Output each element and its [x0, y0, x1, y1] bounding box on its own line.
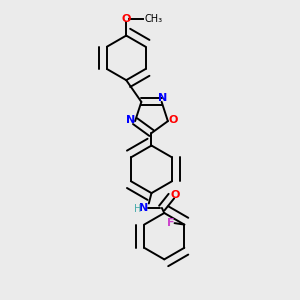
Text: N: N	[126, 115, 135, 125]
Text: CH₃: CH₃	[145, 14, 163, 24]
Text: O: O	[170, 190, 180, 200]
Text: O: O	[122, 14, 131, 24]
Text: N: N	[140, 203, 149, 213]
Text: O: O	[169, 115, 178, 125]
Text: F: F	[167, 218, 175, 228]
Text: N: N	[158, 93, 168, 103]
Text: H: H	[134, 204, 142, 214]
